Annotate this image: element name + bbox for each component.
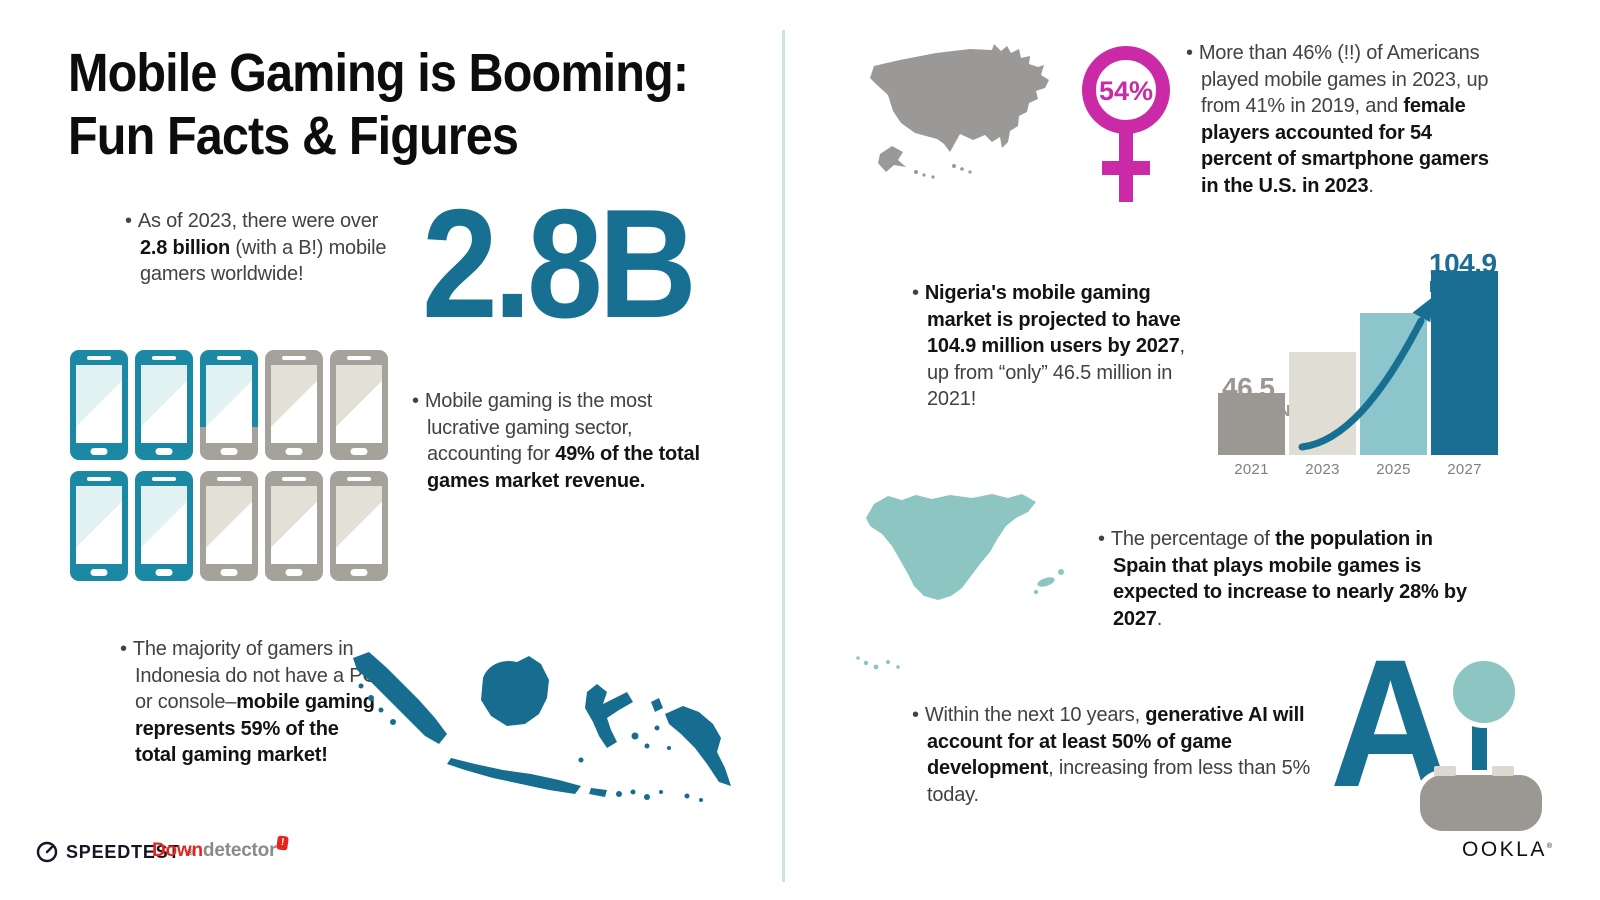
bullet-icon: • <box>125 210 132 232</box>
speedtest-trademark: ® <box>187 847 194 857</box>
bar-column-2021: 2021 <box>1218 393 1285 478</box>
bar-year-label-2027: 2027 <box>1447 461 1482 478</box>
phone-screen <box>336 486 382 564</box>
bar-2021 <box>1218 393 1285 455</box>
phone-screen <box>271 486 317 564</box>
bar-column-2027: 2027 <box>1431 271 1498 478</box>
bullet-icon: • <box>412 390 419 412</box>
phone-icon-1 <box>70 350 128 460</box>
downdetector-alert-icon: ! <box>276 835 290 851</box>
fact-ai-text: Within the next 10 years, <box>924 704 1146 726</box>
fact-ai: • Within the next 10 years, generative AI… <box>912 704 1311 806</box>
phone-grid <box>70 350 400 581</box>
fact-indonesia-text: The majority of gamers in Indonesia do n… <box>132 638 377 714</box>
generative-ai-graphic: A <box>1330 632 1570 845</box>
fact-revenue: • Mobile gaming is the most lucrative gam… <box>412 390 700 492</box>
usa-map <box>870 44 1049 179</box>
phone-icon-6 <box>70 471 128 581</box>
bar-year-label-2021: 2021 <box>1234 461 1269 478</box>
bullet-icon: • <box>1186 42 1193 64</box>
page-title: Mobile Gaming is Booming: Fun Facts & Fi… <box>68 42 689 168</box>
joystick-base-icon <box>1415 766 1547 836</box>
phone-screen <box>141 486 187 564</box>
phone-screen <box>76 486 122 564</box>
bullet-icon: • <box>912 704 919 726</box>
column-divider <box>782 30 785 882</box>
fact-spain: • The percentage of the population in Spa… <box>1098 528 1467 630</box>
fact-gamers-text: As of 2023, there were over <box>137 210 379 232</box>
phone-icon-3 <box>200 350 258 460</box>
bullet-icon: • <box>912 282 919 304</box>
bar-2027 <box>1431 271 1498 455</box>
joystick-button-icon <box>1434 766 1456 776</box>
nigeria-users-bar-chart: 2021 2023 2025 2027 46.5 MILLION 104.9 MILL… <box>1218 246 1506 500</box>
fact-revenue-text: Mobile gaming is the most lucrative gami… <box>424 390 653 466</box>
joystick-button-icon <box>1492 766 1514 776</box>
bar-year-label-2023: 2023 <box>1305 461 1340 478</box>
female-symbol-icon: 54% <box>1078 42 1174 210</box>
chart-label-2027: 104.9 MILLION <box>1429 248 1498 296</box>
fact-nigeria: • Nigeria's mobile gaming market is proje… <box>912 282 1185 411</box>
speedtest-logo: SPEEDTEST ® <box>35 840 193 864</box>
ookla-label: OOKLA <box>1462 838 1547 861</box>
speedtest-label: SPEEDTEST <box>66 841 181 862</box>
bar-chart-bars: 2021 2023 2025 2027 <box>1218 271 1498 478</box>
phone-screen <box>271 365 317 443</box>
spain-map <box>856 494 1064 670</box>
phone-screen <box>76 365 122 443</box>
chart-label-2021: 46.5 MILLION <box>1222 372 1291 420</box>
bar-year-label-2025: 2025 <box>1376 461 1411 478</box>
phone-icon-5 <box>330 350 388 460</box>
phone-icon-9 <box>265 471 323 581</box>
phone-screen <box>206 365 252 443</box>
phone-icon-7 <box>135 471 193 581</box>
fact-gamers: • As of 2023, there were over 2.8 billion… <box>125 210 387 286</box>
fact-usa-text: More than 46% (!!) of Americans played m… <box>1198 42 1489 118</box>
phone-screen <box>141 365 187 443</box>
joystick-ball-icon <box>1448 656 1520 728</box>
ookla-trademark: ® <box>1546 843 1553 850</box>
fact-indonesia: • The majority of gamers in Indonesia do … <box>120 638 377 767</box>
ookla-logo: OOKLA® <box>1462 838 1552 862</box>
bullet-icon: • <box>1098 528 1105 550</box>
phone-icon-4 <box>265 350 323 460</box>
downdetector-down-label: Down <box>152 840 203 861</box>
growth-arrow-icon <box>1298 296 1434 451</box>
downdetector-logo: Downdetector! <box>152 835 290 862</box>
downdetector-detector-label: detector <box>202 840 277 861</box>
female-badge-value: 54% <box>1099 76 1153 106</box>
phone-icon-10 <box>330 471 388 581</box>
fact-usa: • More than 46% (!!) of Americans played … <box>1186 42 1489 197</box>
fact-spain-text: The percentage of <box>1110 528 1276 550</box>
phone-screen <box>336 365 382 443</box>
page-title-line1: Mobile Gaming is Booming: <box>68 43 689 103</box>
phone-icon-2 <box>135 350 193 460</box>
page-title-line2: Fun Facts & Figures <box>68 106 519 167</box>
phone-icon-8 <box>200 471 258 581</box>
big-stat-2-8b: 2.8B <box>422 177 697 350</box>
phone-screen <box>206 486 252 564</box>
speedtest-gauge-icon <box>36 841 58 863</box>
indonesia-map <box>353 652 731 802</box>
fact-nigeria-text: , up from “only” 46.5 million in 2021! <box>927 335 1185 411</box>
bullet-icon: • <box>120 638 127 660</box>
